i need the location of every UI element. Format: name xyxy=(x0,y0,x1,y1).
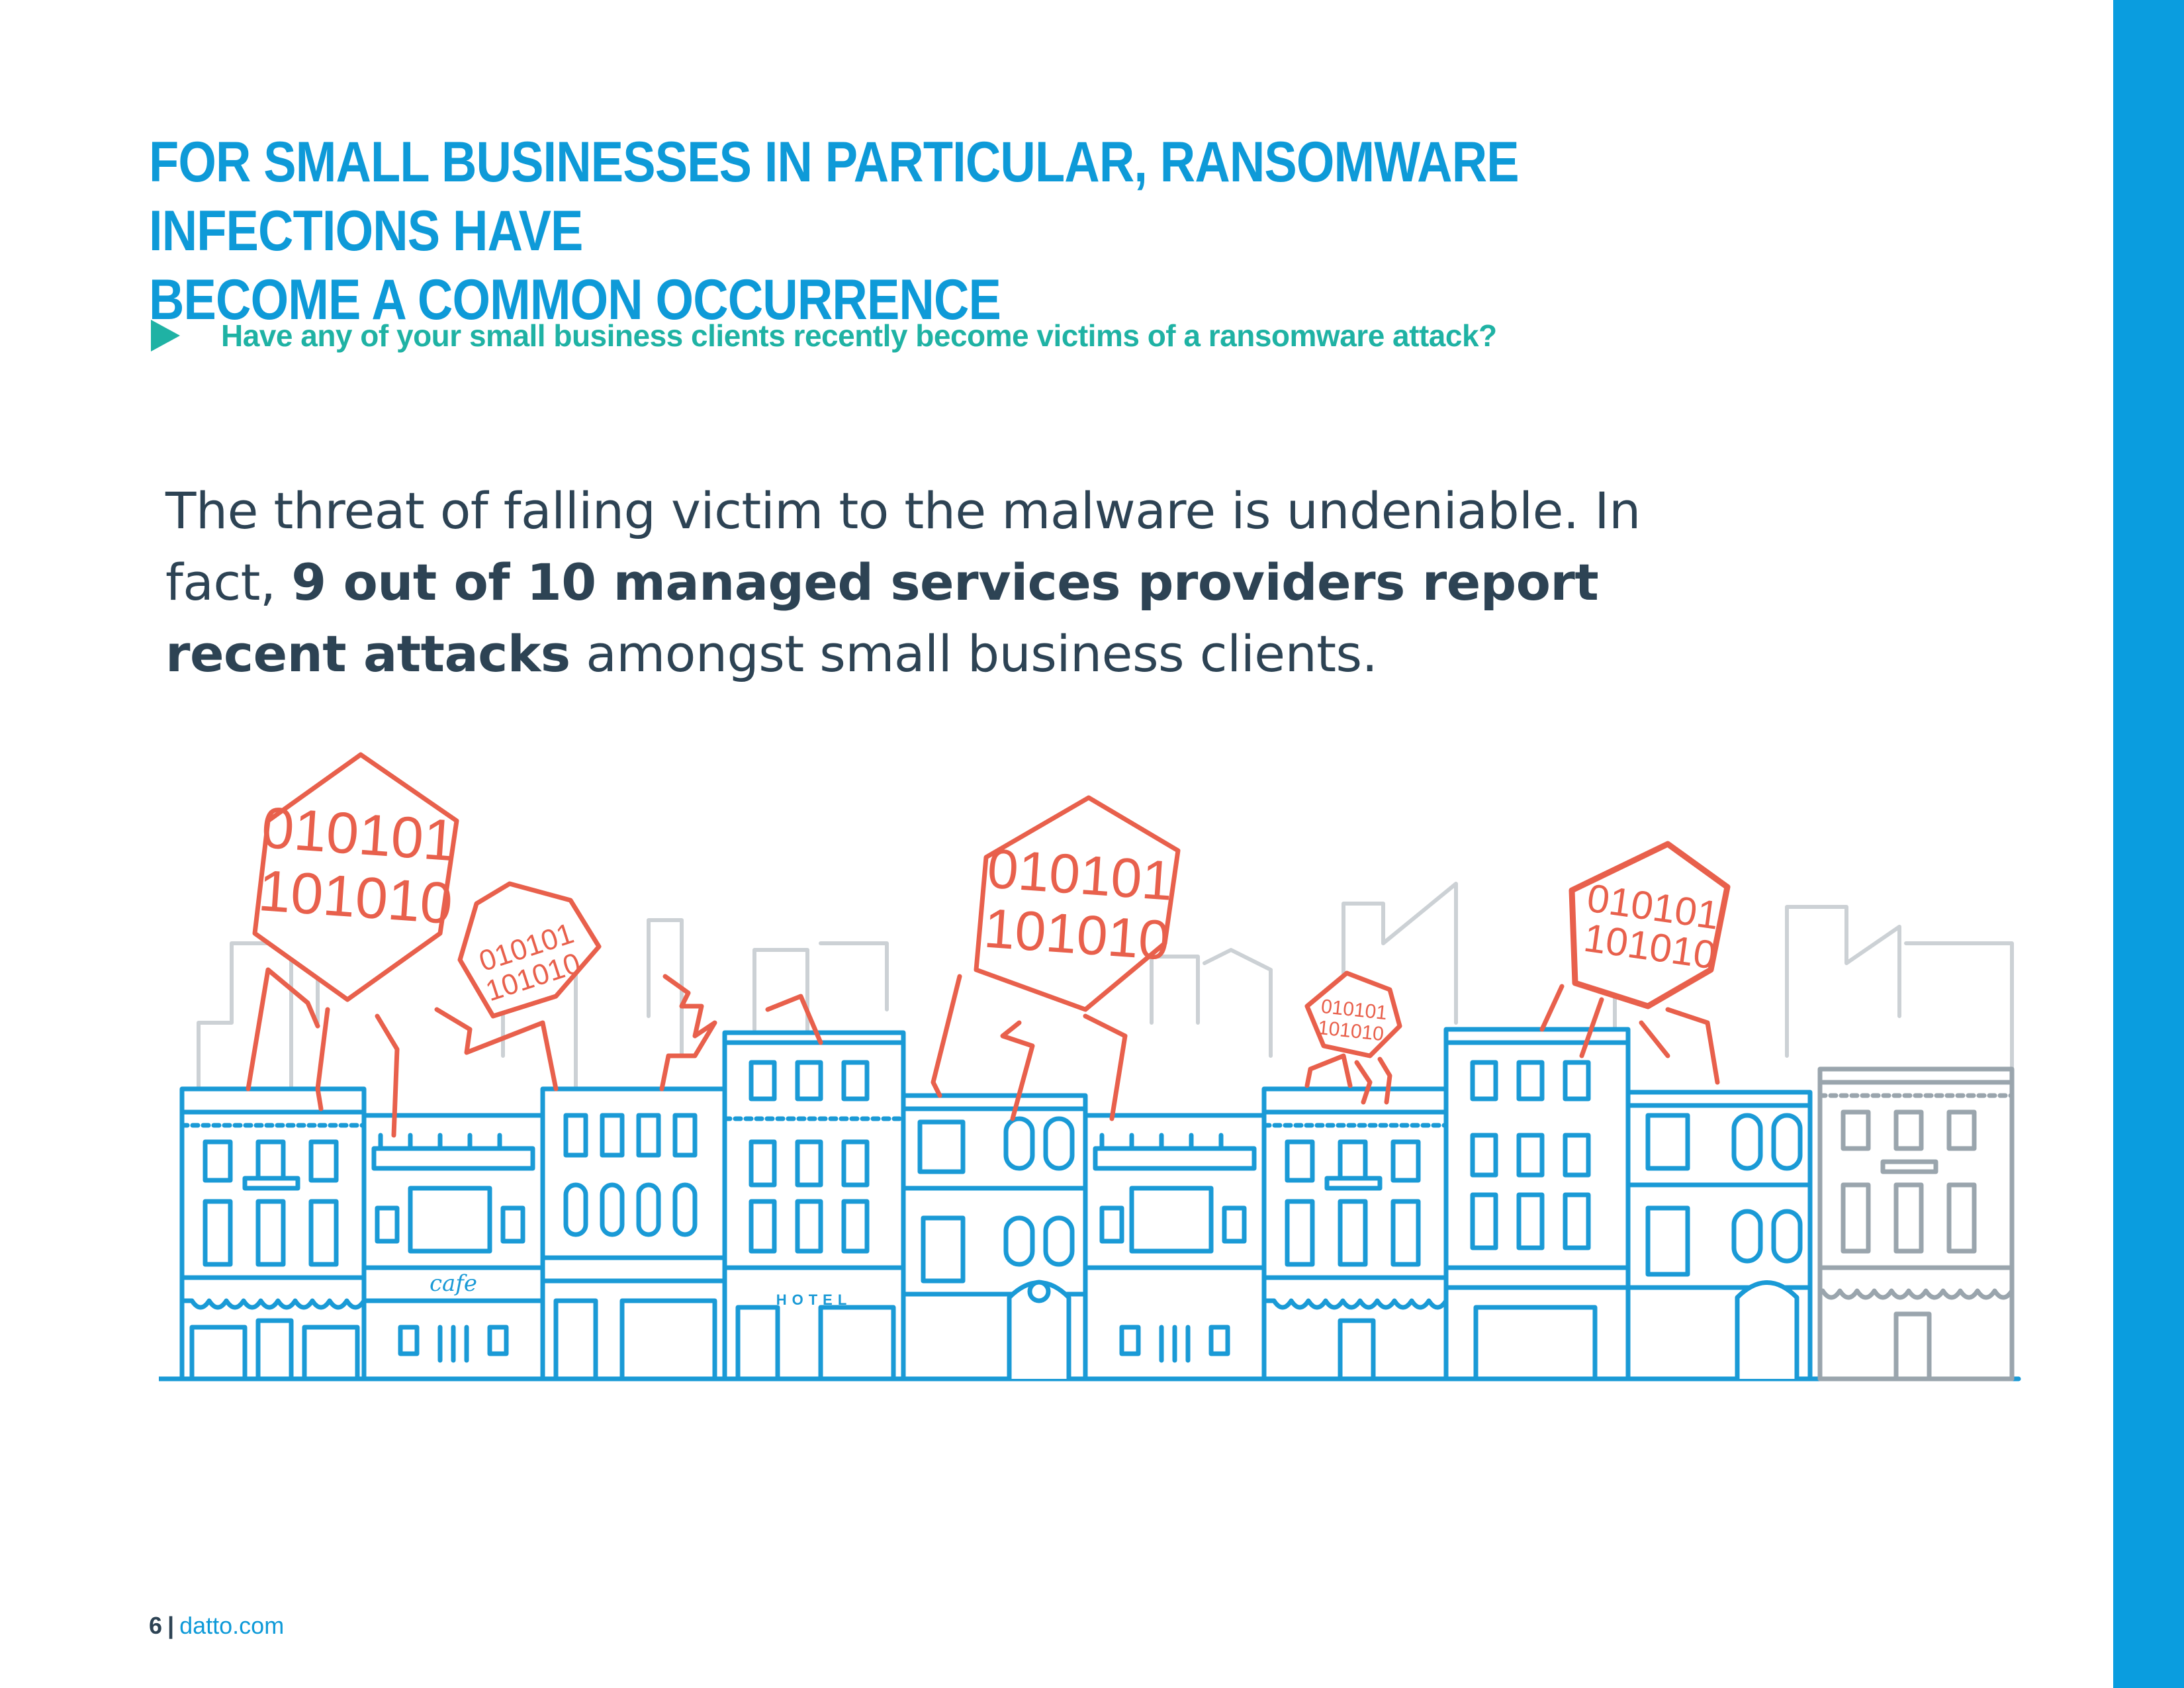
virus-legs xyxy=(246,967,1720,1138)
body-text-bold-stat: 9 out of 10 managed services providers r… xyxy=(165,553,1599,683)
building-7 xyxy=(1261,1086,1449,1382)
building-cafe xyxy=(361,1113,545,1382)
question-text: Have any of your small business clients … xyxy=(221,318,1497,353)
page-number: 6 xyxy=(149,1612,163,1639)
virus-hexagon-medium: 010101 101010 xyxy=(1569,841,1731,1009)
building-8 xyxy=(1443,1027,1631,1382)
virus-hexagon-small-1: 010101 101010 xyxy=(457,881,602,1019)
ransomware-city-illustration: 010101 101010 010101 101010 010101 10101… xyxy=(159,752,2021,1382)
heading-line-2: BECOME A COMMON OCCURRENCE xyxy=(149,268,1001,332)
body-text-part-1: The threat of falling victim to the malw… xyxy=(165,481,1641,612)
heading-line-1: FOR SMALL BUSINESSES IN PARTICULAR, RANS… xyxy=(149,130,1520,263)
side-accent-bar xyxy=(2113,0,2184,1688)
virus-hexagon-large-1: 010101 101010 xyxy=(252,752,459,1002)
page-footer: 6 | datto.com xyxy=(149,1612,284,1640)
street-buildings xyxy=(179,1027,1813,1382)
page-heading: FOR SMALL BUSINESSES IN PARTICULAR, RANS… xyxy=(149,128,1629,334)
virus-hexagon-tiny: 010101 101010 xyxy=(1304,970,1402,1058)
virus-3-binary-bottom: 101010 xyxy=(982,896,1171,971)
play-arrow-icon xyxy=(151,320,180,352)
virus-3-binary-top: 010101 xyxy=(985,837,1175,912)
cafe-sign: cafe xyxy=(430,1270,477,1297)
virus-1-binary-bottom: 101010 xyxy=(256,857,455,936)
building-1 xyxy=(179,1086,367,1382)
virus-hexagon-large-2: 010101 101010 xyxy=(974,795,1181,1012)
hotel-sign: HOTEL xyxy=(776,1291,852,1308)
building-hotel xyxy=(722,1030,906,1382)
virus-1-binary-top: 010101 xyxy=(259,794,458,873)
footer-site-link[interactable]: datto.com xyxy=(179,1612,285,1639)
footer-separator: | xyxy=(167,1612,175,1639)
body-paragraph: The threat of falling victim to the malw… xyxy=(165,475,1721,690)
building-grey xyxy=(1817,1066,2015,1382)
building-3 xyxy=(540,1086,727,1382)
building-5 xyxy=(901,1093,1088,1382)
building-9 xyxy=(1625,1090,1813,1382)
building-6 xyxy=(1083,1113,1267,1382)
question-row: Have any of your small business clients … xyxy=(151,312,1497,359)
body-text-part-2: amongst small business clients. xyxy=(570,624,1378,683)
